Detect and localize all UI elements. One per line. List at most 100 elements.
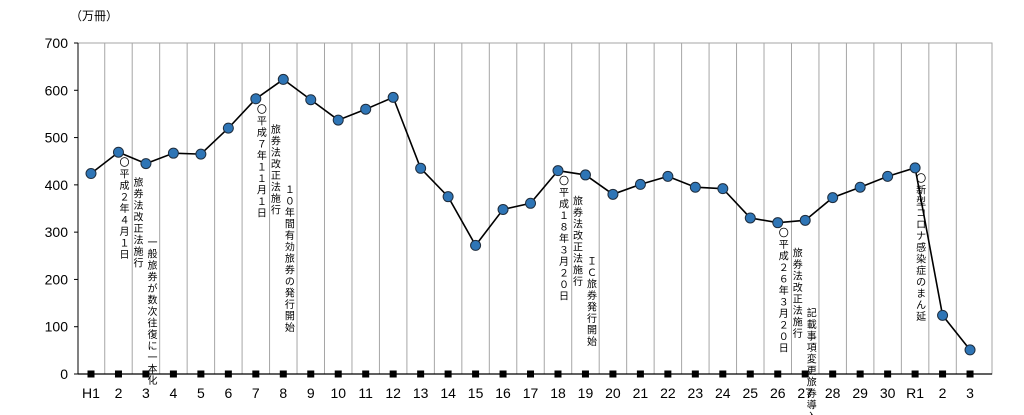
y-tick-label: 500 <box>45 130 69 146</box>
series-line <box>90 78 971 351</box>
baseline-marker <box>362 370 370 378</box>
x-tick-label: 10 <box>330 385 346 401</box>
baseline-marker <box>691 370 699 378</box>
data-point <box>882 170 894 182</box>
x-tick-label: 17 <box>523 385 539 401</box>
data-point <box>799 214 811 226</box>
baseline-marker <box>527 370 535 378</box>
baseline-marker <box>279 370 287 378</box>
annotation-text: 一般旅券が数次往復に一本化 <box>147 238 157 387</box>
y-tick-label: 600 <box>45 82 69 98</box>
y-tick-label: 100 <box>45 319 69 335</box>
data-point <box>442 191 454 203</box>
annotation-text: 記載事項変更旅券導入 <box>807 307 817 415</box>
baseline-marker <box>169 370 177 378</box>
annotation-text: 〇新型コロナ感染症のまん延 <box>916 173 926 323</box>
x-tick-label: 20 <box>605 385 621 401</box>
baseline-marker <box>801 370 809 378</box>
data-point <box>167 147 179 159</box>
x-tick-label: 26 <box>770 385 786 401</box>
annotation-text: １０年間有効旅券の発行開始 <box>285 185 295 334</box>
baseline-marker <box>966 370 974 378</box>
x-tick-label: 12 <box>385 385 401 401</box>
x-tick-label: 9 <box>307 385 315 401</box>
baseline-marker <box>334 370 342 378</box>
x-tick-label: 21 <box>633 385 649 401</box>
baseline-marker <box>746 370 754 378</box>
data-point <box>964 344 976 356</box>
baseline-marker <box>252 370 260 378</box>
x-tick-label: 28 <box>825 385 841 401</box>
x-tick-label: 11 <box>358 385 373 401</box>
annotation-text: 旅券法改正法施行 <box>793 247 803 341</box>
y-tick-label: 0 <box>60 366 68 382</box>
x-tick-label: 3 <box>966 385 974 401</box>
annotation-text: 旅券法改正法施行 <box>271 123 281 217</box>
data-point <box>222 122 234 134</box>
annotation-text: 〇平成２６年３月２０日 <box>779 228 789 355</box>
baseline-marker <box>444 370 452 378</box>
baseline-marker <box>197 370 205 378</box>
x-tick-label: 29 <box>852 385 868 401</box>
data-point <box>525 197 537 209</box>
baseline-marker <box>829 370 837 378</box>
annotation-text: 〇平成２年４月１日 <box>119 157 129 261</box>
baseline-marker <box>911 370 919 378</box>
data-point <box>250 93 262 105</box>
annotation-text: 〇平成７年１１月１日 <box>257 104 267 220</box>
x-tick-label: 27 <box>797 385 813 401</box>
data-point <box>387 91 399 103</box>
data-point <box>689 181 701 193</box>
data-point <box>140 158 152 170</box>
baseline-marker <box>417 370 425 378</box>
x-tick-label: 8 <box>279 385 287 401</box>
data-point <box>937 309 949 321</box>
x-tick-label: 14 <box>440 385 456 401</box>
data-point <box>497 203 509 215</box>
annotation-text: 〇平成１８年３月２０日 <box>559 176 569 303</box>
baseline-marker <box>884 370 892 378</box>
baseline-marker <box>142 370 150 378</box>
x-tick-label: H1 <box>82 385 100 401</box>
x-tick-label: 15 <box>468 385 484 401</box>
x-tick-label: 4 <box>170 385 178 401</box>
x-tick-label: 22 <box>660 385 676 401</box>
data-point <box>112 146 124 158</box>
x-axis: H1 2 3 4 5 6 7 8 9 10 11 12 13 14 15 16 17 18 19 20 21 22 23 24… <box>78 373 992 401</box>
data-point <box>634 178 646 190</box>
data-point <box>277 73 289 85</box>
data-point <box>360 103 372 115</box>
x-tick-label: 18 <box>550 385 566 401</box>
x-tick-label: 24 <box>715 385 731 401</box>
data-point <box>909 162 921 174</box>
data-series <box>85 73 976 356</box>
baseline-markers <box>87 370 974 378</box>
data-point <box>717 183 729 195</box>
x-tick-label: 13 <box>413 385 429 401</box>
baseline-marker <box>609 370 617 378</box>
baseline-marker <box>581 370 589 378</box>
data-point <box>607 188 619 200</box>
y-tick-label: 300 <box>45 224 69 240</box>
x-tick-label: 3 <box>142 385 150 401</box>
y-tick-label: 200 <box>45 271 69 287</box>
y-tick-label: 700 <box>45 35 69 51</box>
annotation-text: ＩＣ旅券発行開始 <box>587 257 597 349</box>
x-tick-label: 30 <box>880 385 896 401</box>
grid-lines <box>104 43 957 374</box>
baseline-marker <box>114 370 122 378</box>
data-point <box>662 170 674 182</box>
x-tick-label: 23 <box>688 385 704 401</box>
data-point <box>305 94 317 106</box>
x-tick-label: 16 <box>495 385 511 401</box>
y-tick-label: 400 <box>45 177 69 193</box>
x-tick-label: 2 <box>115 385 123 401</box>
data-point <box>552 165 564 177</box>
data-point <box>195 148 207 160</box>
baseline-marker <box>224 370 232 378</box>
baseline-marker <box>307 370 315 378</box>
baseline-marker <box>87 370 95 378</box>
data-point <box>579 169 591 181</box>
baseline-marker <box>472 370 480 378</box>
baseline-marker <box>554 370 562 378</box>
